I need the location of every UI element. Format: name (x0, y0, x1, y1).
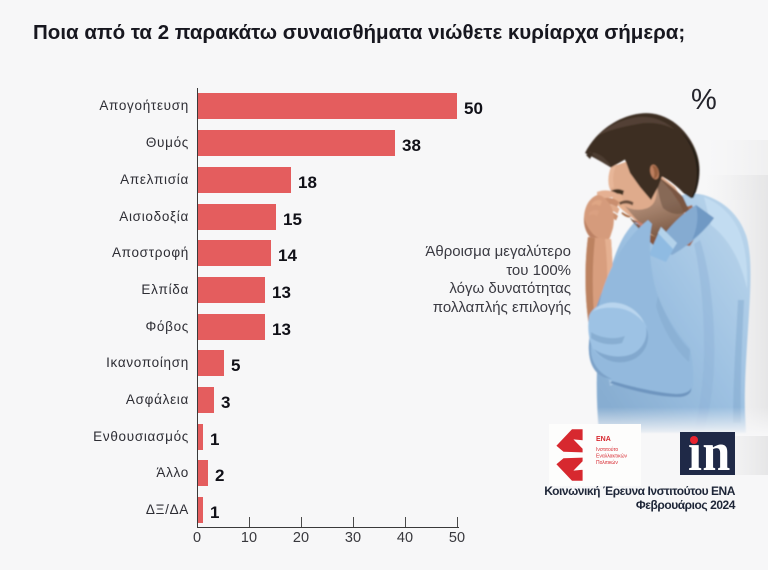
svg-text:Πολιτικών: Πολιτικών (596, 459, 618, 466)
svg-text:Ινστιτούτο: Ινστιτούτο (596, 446, 618, 453)
svg-text:Εναλλακτικών: Εναλλακτικών (596, 453, 627, 460)
svg-text:ΕΝΑ: ΕΝΑ (596, 436, 611, 443)
